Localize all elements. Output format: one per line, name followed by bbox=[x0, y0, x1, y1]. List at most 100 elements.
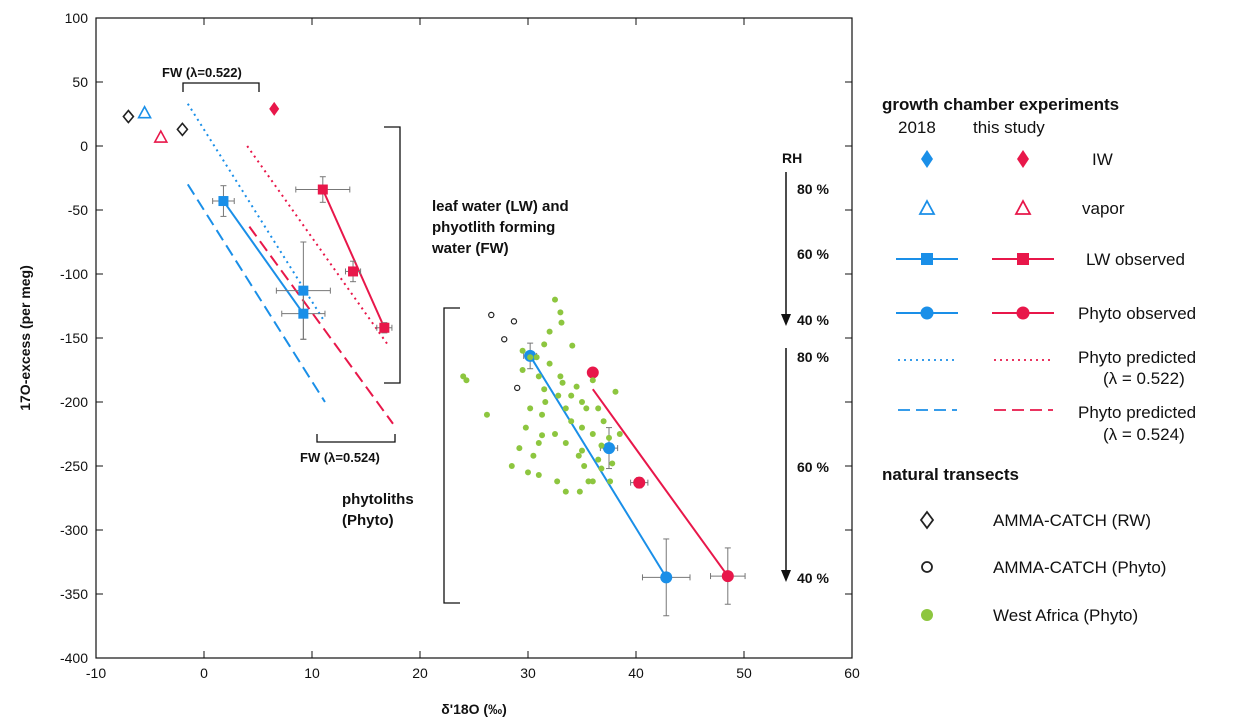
lw-observed-fit-line bbox=[321, 189, 386, 329]
legend-col-2018: 2018 bbox=[898, 118, 936, 137]
west-africa-phyto-point bbox=[546, 360, 553, 367]
lw-observed-point bbox=[317, 184, 328, 195]
west-africa-phyto-point bbox=[533, 354, 540, 361]
axis-ticks bbox=[95, 17, 853, 659]
phyto-observed-point bbox=[633, 476, 646, 489]
west-africa-phyto-point bbox=[539, 411, 546, 418]
west-africa-phyto-point bbox=[516, 445, 523, 452]
phyto-observed-point bbox=[660, 571, 673, 584]
west-africa-phyto-point bbox=[609, 460, 616, 467]
plot-frame bbox=[95, 17, 853, 659]
x-tick-label: 50 bbox=[736, 665, 752, 681]
legend-lw-blue-symbol bbox=[921, 253, 933, 265]
west-africa-phyto-point bbox=[573, 383, 580, 390]
west-africa-phyto-point bbox=[558, 319, 565, 326]
west-africa-phyto-point bbox=[576, 488, 583, 495]
y-tick-label: -250 bbox=[60, 458, 88, 474]
y-tick-label: -100 bbox=[60, 266, 88, 282]
amma-catch-phyto-point bbox=[514, 384, 521, 392]
x-tick-labels: -10 0 10 20 30 40 50 60 bbox=[86, 665, 860, 681]
legend-iw-label: IW bbox=[1092, 150, 1113, 169]
west-africa-phyto-point bbox=[483, 411, 490, 418]
legend-pred522-lambda: (λ = 0.522) bbox=[1103, 369, 1185, 388]
lw-observed-point bbox=[298, 308, 309, 319]
west-africa-phyto-point bbox=[527, 405, 534, 412]
x-tick-label: 0 bbox=[200, 665, 208, 681]
west-africa-phyto-point bbox=[589, 431, 596, 437]
west-africa-phyto-point bbox=[606, 434, 612, 441]
west-africa-phyto-point bbox=[539, 432, 546, 439]
west-africa-phyto-point bbox=[568, 392, 575, 399]
west-africa-phyto-point bbox=[600, 418, 607, 425]
west-africa-phyto-point bbox=[607, 478, 614, 485]
lw-observed-point bbox=[218, 196, 229, 207]
y-axis-title: 17O-excess (per meg) bbox=[17, 265, 33, 411]
legend-iw-blue-symbol bbox=[921, 150, 933, 168]
west-africa-phyto-point bbox=[585, 478, 592, 485]
west-africa-phyto-point bbox=[519, 367, 526, 373]
markers bbox=[122, 101, 734, 584]
west-africa-phyto-point bbox=[519, 347, 526, 354]
west-africa-phyto-point bbox=[575, 452, 582, 459]
west-africa-phyto-point bbox=[569, 342, 576, 349]
phyto-observed-fit-line bbox=[591, 388, 729, 577]
west-africa-phyto-point bbox=[562, 405, 569, 412]
rh-lower-80: 80 % bbox=[797, 349, 829, 365]
west-africa-phyto-point bbox=[579, 399, 585, 405]
legend-header-growth: growth chamber experiments bbox=[882, 95, 1119, 114]
legend-vapor-blue-symbol bbox=[918, 199, 936, 215]
west-africa-phyto-point bbox=[463, 377, 470, 384]
fw522-bracket bbox=[182, 82, 260, 92]
rh-arrow-lower-head bbox=[781, 570, 791, 582]
legend-header-natural: natural transects bbox=[882, 465, 1019, 484]
legend-phyto-label: Phyto observed bbox=[1078, 304, 1196, 323]
west-africa-phyto-point bbox=[552, 431, 558, 437]
west-africa-phyto-point bbox=[589, 478, 596, 485]
lw-label-line3: water (FW) bbox=[431, 240, 509, 257]
legend-lw-red-symbol bbox=[1017, 253, 1029, 265]
x-axis-title: δ'18O (‰) bbox=[441, 701, 507, 717]
y-tick-label: 50 bbox=[72, 74, 88, 90]
west-africa-phyto-point bbox=[583, 405, 590, 412]
y-tick-label: -50 bbox=[68, 202, 88, 218]
legend-pred524-label: Phyto predicted bbox=[1078, 403, 1196, 422]
x-tick-label: 60 bbox=[844, 665, 860, 681]
fw524-label: FW (λ=0.524) bbox=[300, 450, 380, 465]
lw-label-line2: phyotlith forming bbox=[432, 219, 555, 236]
y-tick-label: 0 bbox=[80, 138, 88, 154]
west-africa-phyto-point bbox=[541, 386, 548, 393]
rh-arrow-upper-head bbox=[781, 314, 791, 326]
west-africa-phyto-point bbox=[530, 452, 537, 459]
phyto-observed-fit-line bbox=[529, 355, 668, 578]
phyto-predicted-0-522-line bbox=[186, 103, 324, 320]
legend-phyto-red-symbol bbox=[1016, 306, 1030, 320]
west-africa-phyto-point bbox=[559, 379, 566, 386]
lw-observed-point bbox=[379, 322, 390, 333]
west-africa-phyto-point bbox=[595, 405, 602, 412]
phyto-label-line1: phytoliths bbox=[342, 491, 414, 508]
legend-westafrica-label: West Africa (Phyto) bbox=[993, 606, 1138, 625]
iw-point bbox=[269, 101, 280, 116]
west-africa-phyto-point bbox=[535, 373, 542, 380]
rh-upper-80: 80 % bbox=[797, 181, 829, 197]
west-africa-phyto-point bbox=[535, 439, 542, 446]
legend-iw-red-symbol bbox=[1017, 150, 1029, 168]
west-africa-phyto-point bbox=[557, 373, 564, 380]
legend-vapor-label: vapor bbox=[1082, 199, 1125, 218]
west-africa-phyto-point bbox=[527, 354, 534, 361]
legend-vapor-red-symbol bbox=[1014, 199, 1032, 215]
legend-amma-phyto-symbol bbox=[921, 561, 933, 573]
lw-bracket bbox=[384, 126, 401, 384]
phyto-label-line2: (Phyto) bbox=[342, 512, 394, 529]
amma-catch-phyto-point bbox=[501, 336, 508, 343]
brackets bbox=[182, 82, 460, 604]
legend-amma-phyto-label: AMMA-CATCH (Phyto) bbox=[993, 558, 1166, 577]
west-africa-phyto-point bbox=[589, 377, 596, 384]
legend-lw-label: LW observed bbox=[1086, 250, 1185, 269]
lw-label-line1: leaf water (LW) and bbox=[432, 198, 569, 215]
west-africa-phyto-point bbox=[508, 463, 515, 469]
y-tick-label: 100 bbox=[65, 10, 89, 26]
lw-observed-point bbox=[348, 266, 359, 277]
west-africa-phyto-point bbox=[541, 341, 548, 348]
